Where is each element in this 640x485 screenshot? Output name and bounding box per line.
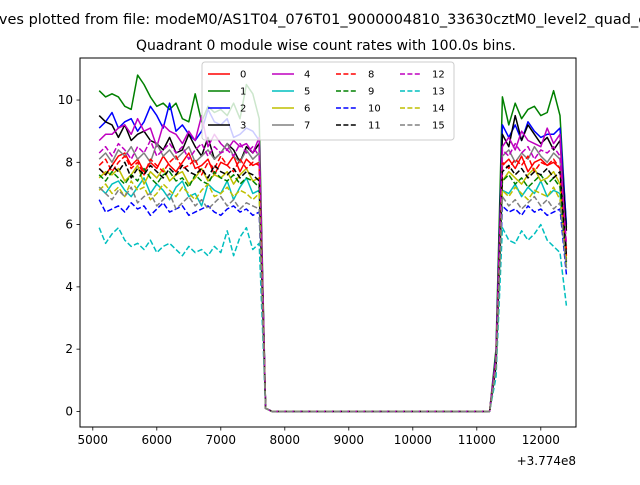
- legend-label-5: 5: [304, 87, 310, 98]
- x-tick-label: 8000: [270, 433, 301, 447]
- axis-layer: 5000 6000 7000 8000 9000 10000 11000 12000 0 2 4 6 8…: [58, 93, 560, 447]
- plot-frame: [79, 57, 577, 428]
- x-tick-label: 6000: [142, 433, 173, 447]
- x-tick-label: 10000: [394, 433, 432, 447]
- legend-label-4: 4: [304, 70, 310, 81]
- legend-label-9: 9: [368, 87, 374, 98]
- legend-label-10: 10: [368, 104, 381, 115]
- x-tick-label: 7000: [206, 433, 237, 447]
- y-tick-label: 8: [65, 155, 73, 169]
- series-layer: [98, 74, 568, 413]
- y-tick-label: 6: [65, 218, 73, 232]
- legend-label-15: 15: [432, 121, 445, 132]
- figure-suptitle: Light curves plotted from file: modeM0/A…: [0, 12, 640, 28]
- legend-label-3: 3: [240, 121, 246, 132]
- y-tick-label: 10: [58, 93, 73, 107]
- y-tick-label: 2: [65, 342, 73, 356]
- chart-title: Quadrant 0 module wise count rates with …: [136, 38, 516, 54]
- legend-label-0: 0: [240, 70, 246, 81]
- legend-label-2: 2: [240, 104, 246, 115]
- y-tick-label: 0: [65, 404, 73, 418]
- x-tick-label: 12000: [522, 433, 560, 447]
- legend-label-7: 7: [304, 121, 310, 132]
- x-tick-label: 5000: [78, 433, 109, 447]
- series-line-15: [98, 186, 568, 413]
- legend-label-12: 12: [432, 70, 445, 81]
- legend-label-14: 14: [432, 104, 445, 115]
- x-offset-label: +3.774e8: [517, 454, 576, 468]
- y-tick-label: 4: [65, 280, 73, 294]
- legend-label-1: 1: [240, 87, 246, 98]
- legend-box: [201, 61, 455, 141]
- x-tick-label: 11000: [458, 433, 496, 447]
- x-tick-label: 9000: [334, 433, 365, 447]
- legend-label-6: 6: [304, 104, 310, 115]
- legend-label-11: 11: [368, 121, 381, 132]
- legend-label-8: 8: [368, 70, 374, 81]
- legend-label-13: 13: [432, 87, 445, 98]
